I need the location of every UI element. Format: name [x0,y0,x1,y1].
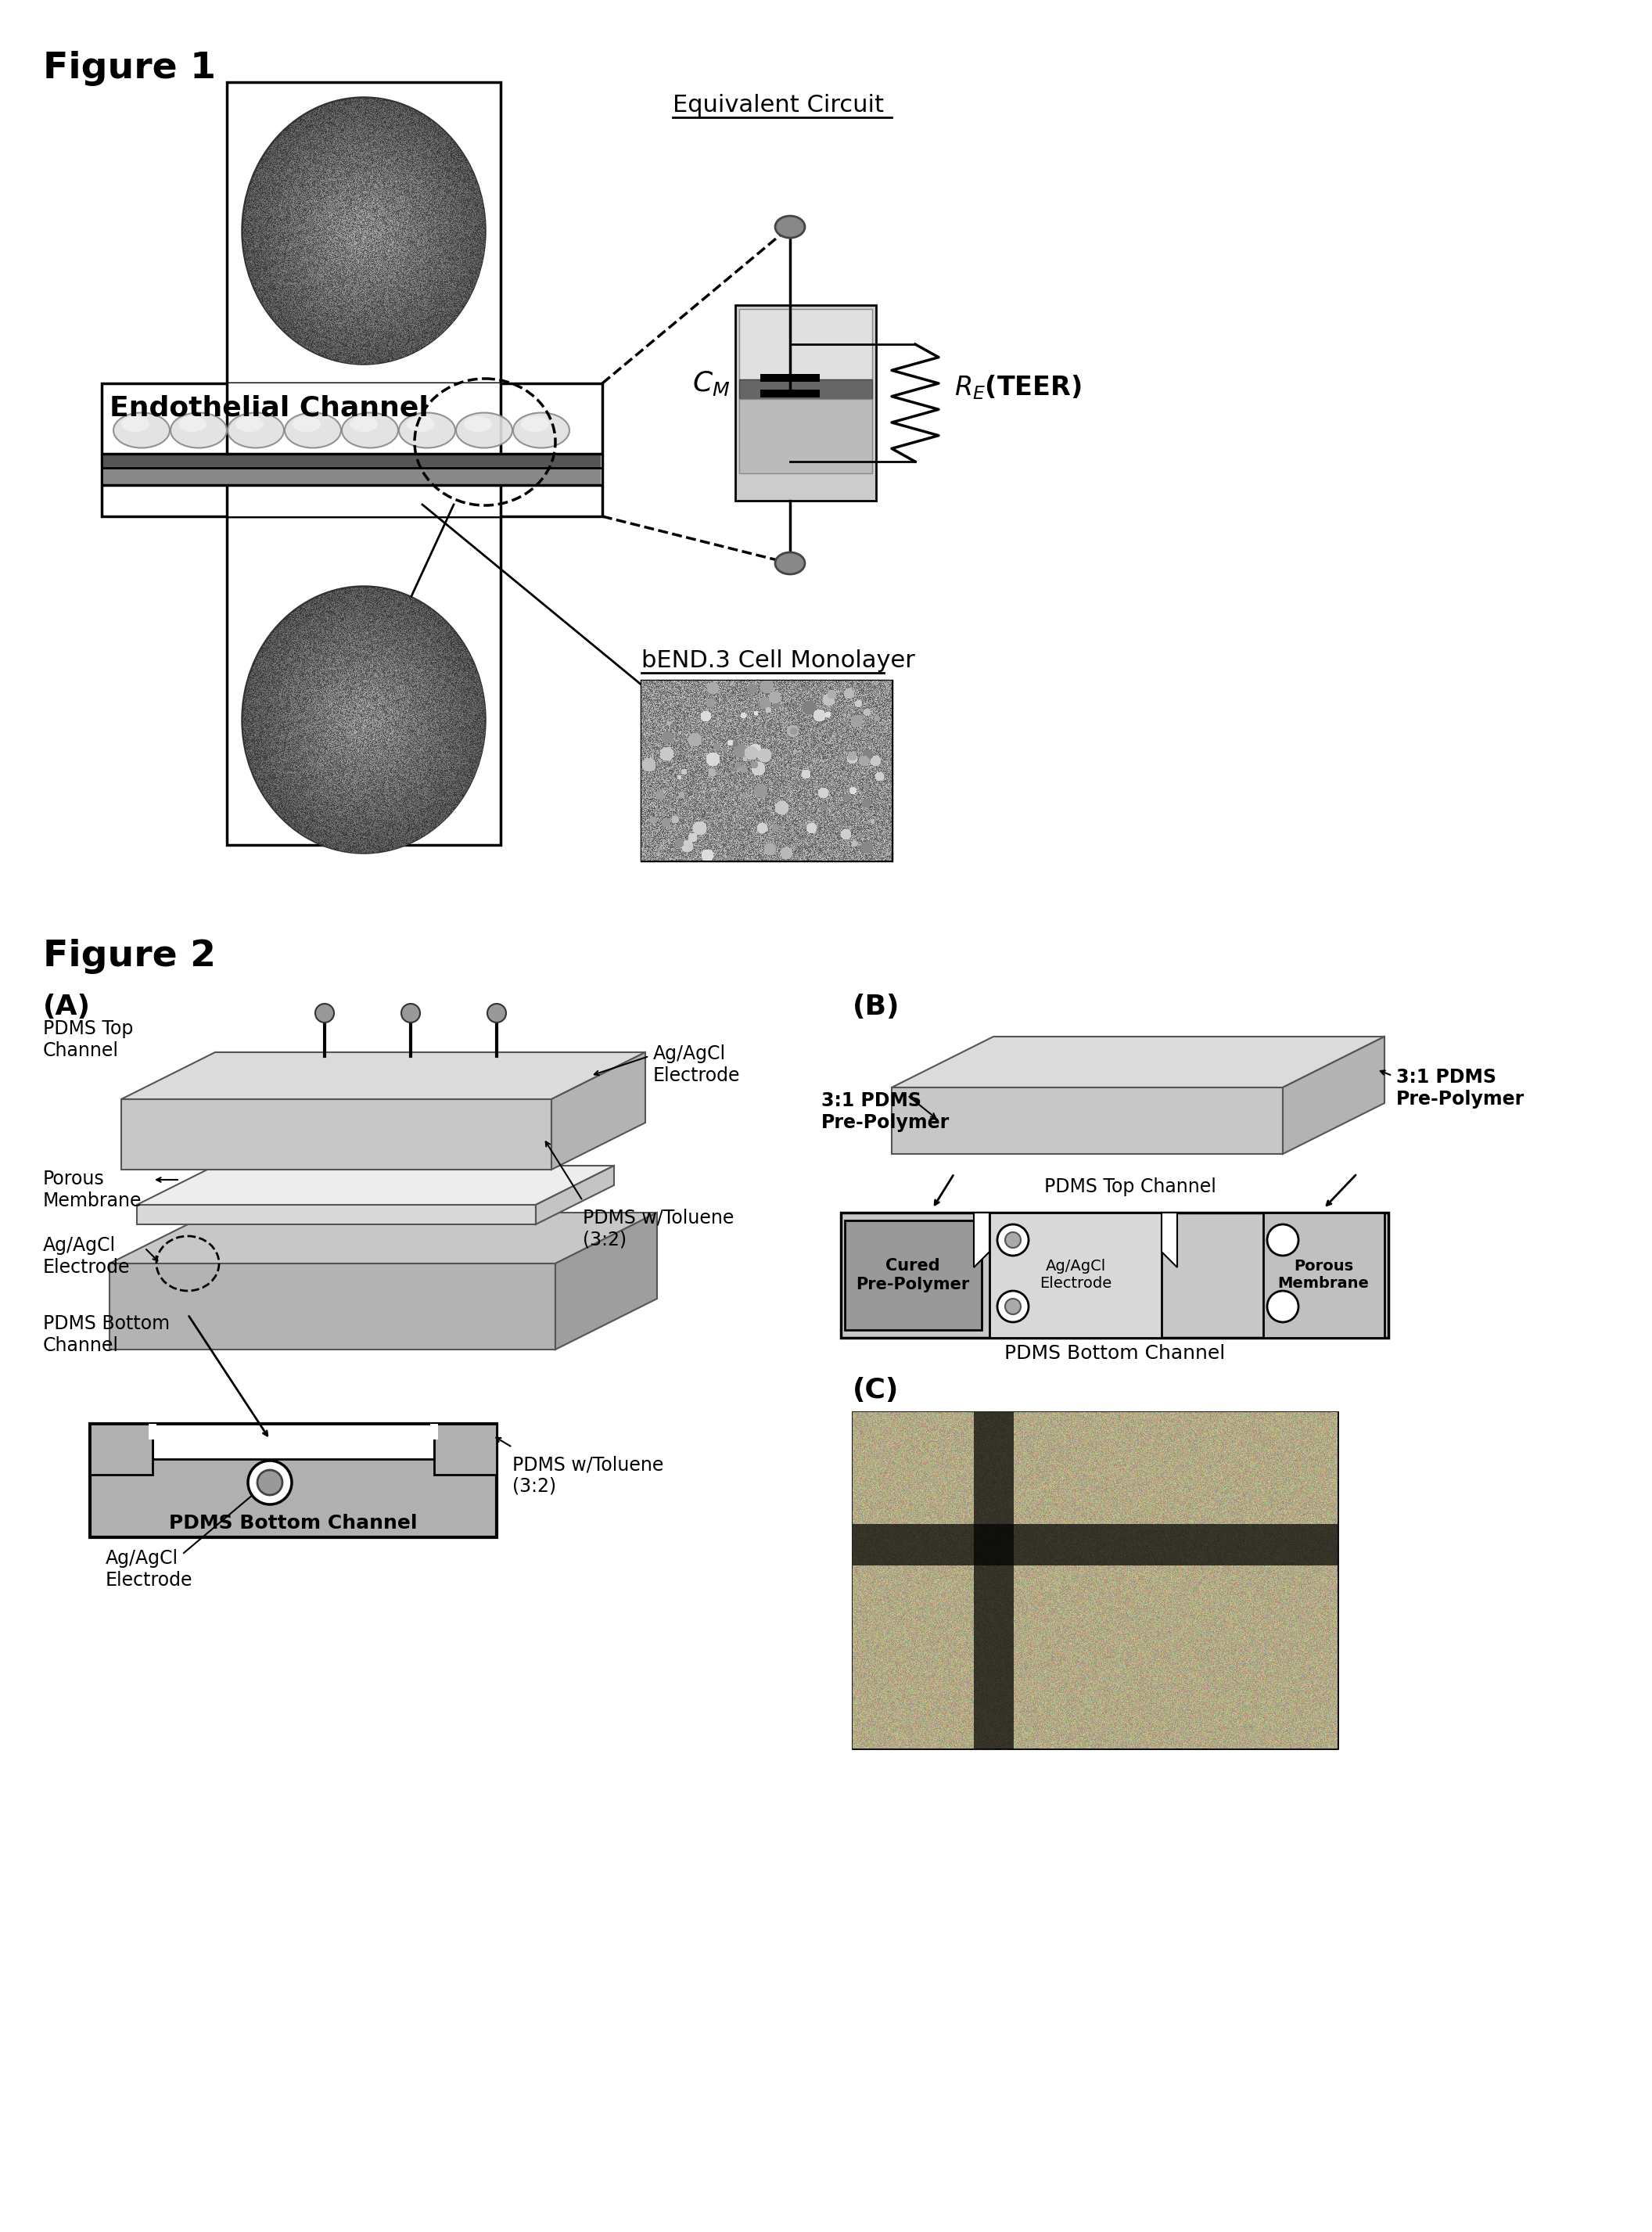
Ellipse shape [514,413,570,449]
Circle shape [258,1471,282,1495]
Text: PDMS Top
Channel: PDMS Top Channel [43,1020,134,1060]
Text: Ag/AgCl
Electrode: Ag/AgCl Electrode [1039,1259,1112,1292]
Bar [430,1424,438,1440]
Bar [735,306,876,500]
Bar [738,379,872,400]
Text: PDMS Bottom Channel: PDMS Bottom Channel [1004,1344,1226,1364]
Text: Ag/AgCl
Electrode: Ag/AgCl Electrode [653,1045,740,1085]
Bar [226,516,501,846]
Polygon shape [1161,1212,1178,1268]
Circle shape [998,1225,1029,1257]
Text: PDMS Bottom
Channel: PDMS Bottom Channel [43,1315,170,1355]
Polygon shape [121,1051,646,1098]
Text: Cured
Pre-Polymer: Cured Pre-Polymer [856,1259,970,1292]
Polygon shape [121,1098,552,1170]
Bar [149,1424,157,1440]
Bar [434,1424,497,1475]
Text: $R_E$(TEER): $R_E$(TEER) [955,373,1082,402]
Bar [852,1413,1338,1748]
Bar [760,375,819,382]
Bar [102,384,603,516]
Polygon shape [892,1087,1284,1154]
Circle shape [316,1004,334,1022]
Bar [89,1424,152,1475]
Polygon shape [137,1205,535,1225]
Polygon shape [552,1051,646,1170]
Ellipse shape [170,413,226,449]
Ellipse shape [350,415,378,433]
Text: Ag/AgCl
Electrode: Ag/AgCl Electrode [106,1549,193,1589]
Text: Equivalent Circuit: Equivalent Circuit [672,94,884,116]
Text: (B): (B) [852,993,900,1020]
Circle shape [1267,1290,1298,1321]
Text: Electrode: Electrode [317,719,410,734]
Circle shape [1004,1232,1021,1248]
Text: Porous
Membrane: Porous Membrane [43,1170,142,1210]
Bar [738,400,872,473]
Text: 3:1 PDMS
Pre-Polymer: 3:1 PDMS Pre-Polymer [1396,1067,1525,1109]
Polygon shape [109,1263,555,1350]
Bar [226,384,501,516]
Polygon shape [555,1212,657,1350]
Text: PDMS Bottom Channel: PDMS Bottom Channel [169,1513,418,1533]
Text: 3:1 PDMS
Pre-Polymer: 3:1 PDMS Pre-Polymer [821,1091,950,1132]
Circle shape [487,1004,506,1022]
Bar [990,1212,1161,1337]
Text: Ag/AgCl
Electrode: Ag/AgCl Electrode [43,1237,131,1277]
Ellipse shape [284,413,340,449]
Polygon shape [973,1212,990,1268]
Bar [641,681,892,862]
Text: PDMS w/Toluene
(3:2): PDMS w/Toluene (3:2) [583,1210,733,1250]
Polygon shape [1284,1036,1384,1154]
Ellipse shape [775,551,805,574]
Ellipse shape [114,413,170,449]
Bar [226,83,501,384]
Ellipse shape [406,415,434,433]
Polygon shape [535,1165,615,1225]
Text: (C): (C) [852,1377,899,1404]
Circle shape [401,1004,420,1022]
Ellipse shape [342,413,398,449]
Text: bEND.3 Cell Monolayer: bEND.3 Cell Monolayer [641,650,915,672]
Bar [102,453,601,469]
Ellipse shape [398,413,456,449]
Text: Figure 1: Figure 1 [43,51,216,87]
Bar [844,1221,981,1330]
Text: PDMS w/Toluene
(3:2): PDMS w/Toluene (3:2) [512,1455,664,1495]
Text: PDMS Top Channel: PDMS Top Channel [1044,1178,1216,1196]
Text: Ag/AgCl: Ag/AgCl [325,694,401,710]
Text: Ag/AgCl: Ag/AgCl [325,205,401,221]
Text: Electrode: Electrode [317,230,410,246]
Text: $C_M$: $C_M$ [692,368,730,397]
Text: Porous
Membrane: Porous Membrane [1277,1259,1370,1292]
Bar [841,1212,1388,1337]
Ellipse shape [121,415,149,433]
Ellipse shape [236,415,264,433]
Bar [102,469,601,484]
Text: Figure 2: Figure 2 [43,940,216,973]
Polygon shape [892,1036,1384,1087]
Ellipse shape [178,415,206,433]
Circle shape [248,1460,292,1504]
Bar [738,308,872,379]
Text: Endothelial Channel: Endothelial Channel [109,395,428,422]
Bar [152,1424,434,1460]
Circle shape [998,1290,1029,1321]
Bar [760,391,819,397]
Polygon shape [137,1165,615,1205]
Ellipse shape [292,415,320,433]
Ellipse shape [464,415,492,433]
Bar [89,1424,497,1538]
Ellipse shape [456,413,512,449]
Ellipse shape [520,415,548,433]
Ellipse shape [228,413,284,449]
Text: (A): (A) [43,993,91,1020]
Circle shape [1004,1299,1021,1315]
Circle shape [1267,1225,1298,1257]
Ellipse shape [775,217,805,239]
Bar [1264,1212,1384,1337]
Polygon shape [109,1212,657,1263]
